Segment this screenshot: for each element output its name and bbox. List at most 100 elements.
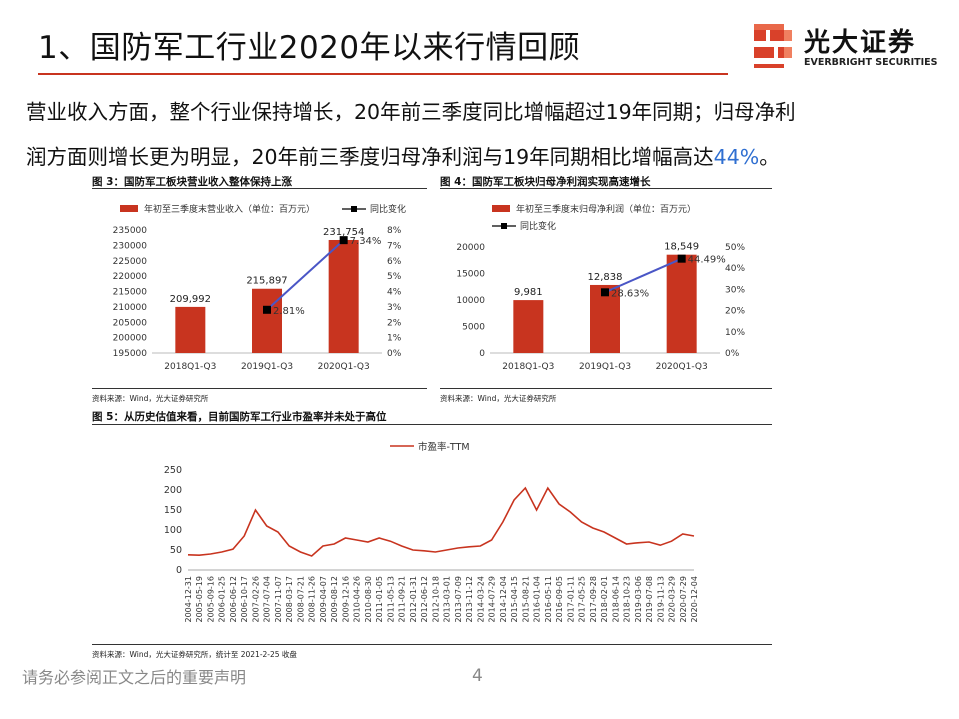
fig5-x-tick: 2010-04-26 [353, 576, 362, 623]
fig3-chart: 195000 200000 205000 210000 215000 220000 2250… [113, 203, 406, 372]
fig3-legend-bar-label: 年初至三季度末营业收入（单位：百万元） [144, 203, 315, 215]
everbright-logo-icon [754, 24, 792, 68]
fig5-top-rule [92, 424, 772, 425]
page-number: 4 [472, 666, 483, 686]
fig5-y-tick: 100 [164, 525, 182, 536]
fig5-x-tick: 2016-09-05 [555, 576, 564, 623]
fig4-bottom-rule [440, 388, 772, 389]
fig3-x-tick: 2018Q1-Q3 [164, 362, 216, 372]
fig4-y-tick: 10000 [456, 296, 485, 306]
fig4-x-tick: 2020Q1-Q3 [656, 362, 708, 372]
fig3-bar [175, 306, 206, 353]
fig5-x-tick: 2009-08-12 [330, 576, 339, 623]
fig3-legend-line-label: 同比变化 [370, 203, 406, 215]
fig3-y-tick: 210000 [113, 303, 148, 313]
fig3-y-tick: 215000 [113, 288, 148, 298]
fig3-rate-point [263, 305, 271, 314]
fig5-x-tick: 2015-08-21 [521, 576, 530, 623]
fig3-y2-tick: 3% [387, 303, 402, 313]
fig4-bar [513, 300, 544, 353]
fig5-x-tick: 2019-07-08 [645, 576, 654, 623]
title-divider [38, 73, 728, 75]
logo-cn-text: 光大证券 [804, 28, 917, 58]
fig4-legend-swatch-bar [492, 205, 510, 212]
fig4-top-rule [440, 188, 772, 189]
fig3-rate-label: 2.81% [273, 306, 305, 317]
fig3-bar [252, 288, 282, 353]
fig5-x-tick: 2004-12-31 [184, 576, 193, 623]
fig5-x-tick: 2013-11-12 [465, 576, 474, 623]
fig5-y-tick: 250 [164, 465, 182, 476]
fig5-y-tick: 50 [170, 545, 182, 556]
fig3-x-tick: 2019Q1-Q3 [241, 362, 293, 372]
fig5-chart: 0 50 100 150 200 250 2004-12-31 2005-05-19 2005-… [164, 441, 699, 623]
fig5-x-tick: 2008-11-26 [308, 576, 317, 623]
fig3-rate-point [339, 236, 348, 245]
fig5-x-tick: 2012-10-18 [431, 576, 440, 623]
fig5-x-tick: 2010-08-30 [364, 576, 373, 623]
fig4-y-tick: 20000 [456, 243, 485, 253]
fig3-y2-tick: 4% [387, 288, 402, 298]
fig4-rate-point [677, 254, 686, 263]
fig5-x-tick: 2013-07-09 [454, 576, 463, 623]
fig3-y2-tick: 2% [387, 318, 402, 328]
fig5-x-tick: 2008-07-21 [296, 576, 305, 623]
logo-en-text: EVERBRIGHT SECURITIES [804, 57, 938, 68]
fig3-x-tick: 2020Q1-Q3 [318, 362, 370, 372]
fig4-y2-tick: 0% [725, 349, 740, 359]
fig3-title: 图 3：国防军工板块营业收入整体保持上涨 [92, 176, 292, 188]
fig5-x-tick: 2014-03-24 [476, 576, 485, 623]
fig5-x-tick: 2020-03-29 [668, 576, 677, 623]
fig5-bottom-rule [92, 644, 772, 645]
fig5-pe-line [187, 486, 695, 557]
fig5-x-tick: 2007-07-04 [263, 576, 272, 623]
fig5-y-tick: 150 [164, 505, 182, 516]
fig5-x-tick: 2011-05-13 [386, 576, 395, 623]
fig3-y2-tick: 5% [387, 272, 402, 282]
fig3-bar-label: 209,992 [170, 294, 211, 305]
fig3-bar-label: 215,897 [246, 276, 287, 287]
fig4-bar-label: 9,981 [514, 287, 543, 298]
fig4-source: 资料来源：Wind，光大证券研究所 [440, 394, 557, 403]
fig3-bar [328, 239, 359, 353]
fig3-y2-tick: 0% [387, 349, 402, 359]
fig4-rate-label: 28.63% [611, 288, 649, 299]
fig4-legend-line-label: 同比变化 [520, 220, 556, 232]
fig4-y2-tick: 30% [725, 285, 745, 295]
fig5-x-tick: 2012-06-12 [420, 576, 429, 623]
body-paragraph-line1: 营业收入方面，整个行业保持增长，20年前三季度同比增幅超过19年同期；归母净利 [26, 100, 796, 124]
para2-text: 润方面则增长更为明显，20年前三季度归母净利润与19年同期相比增幅高达 [26, 145, 714, 169]
fig3-top-rule [92, 188, 427, 189]
fig5-x-tick: 2020-12-04 [690, 576, 699, 623]
fig3-bar-label: 231,754 [323, 227, 364, 238]
fig5-y-tick: 200 [164, 485, 182, 496]
fig3-y2-tick: 6% [387, 257, 402, 267]
fig4-x-tick: 2019Q1-Q3 [579, 362, 631, 372]
fig5-x-tick: 2018-06-14 [611, 576, 620, 623]
brand-logo: 光大证券 EVERBRIGHT SECURITIES [750, 20, 940, 72]
fig4-y-tick: 5000 [462, 323, 485, 333]
fig5-source: 资料来源：Wind，光大证券研究所，统计至 2021-2-25 收盘 [92, 650, 297, 659]
page-title: 1、国防军工行业2020年以来行情回顾 [38, 30, 581, 66]
fig5-x-tick: 2016-01-04 [533, 576, 542, 623]
fig5-x-tick: 2018-02-01 [600, 576, 609, 623]
fig4-title: 图 4：国防军工板块归母净利润实现高速增长 [440, 176, 651, 188]
fig3-y2-tick: 7% [387, 241, 402, 251]
fig3-y2-tick: 8% [387, 226, 402, 236]
fig5-x-tick: 2006-10-17 [240, 576, 249, 623]
fig5-x-tick: 2005-09-16 [206, 576, 215, 623]
fig4-legend-bar-label: 年初至三季度末归母净利润（单位：百万元） [516, 203, 696, 215]
fig5-x-tick: 2006-01-25 [218, 576, 227, 623]
para2-highlight: 44% [713, 145, 760, 169]
fig3-source: 资料来源：Wind，光大证券研究所 [92, 394, 209, 403]
fig3-y-tick: 235000 [113, 226, 148, 236]
fig3-bottom-rule [92, 388, 427, 389]
fig5-x-tick: 2020-07-29 [679, 576, 688, 623]
fig5-x-tick: 2014-07-29 [488, 576, 497, 623]
fig4-y-tick: 0 [479, 349, 485, 359]
fig5-x-tick: 2007-11-07 [274, 576, 283, 623]
fig4-bar-label: 18,549 [664, 242, 699, 253]
body-paragraph-line2: 润方面则增长更为明显，20年前三季度归母净利润与19年同期相比增幅高达44%。 [26, 140, 780, 170]
fig5-x-tick: 2018-10-23 [623, 576, 632, 623]
fig3-y-tick: 200000 [113, 334, 148, 344]
